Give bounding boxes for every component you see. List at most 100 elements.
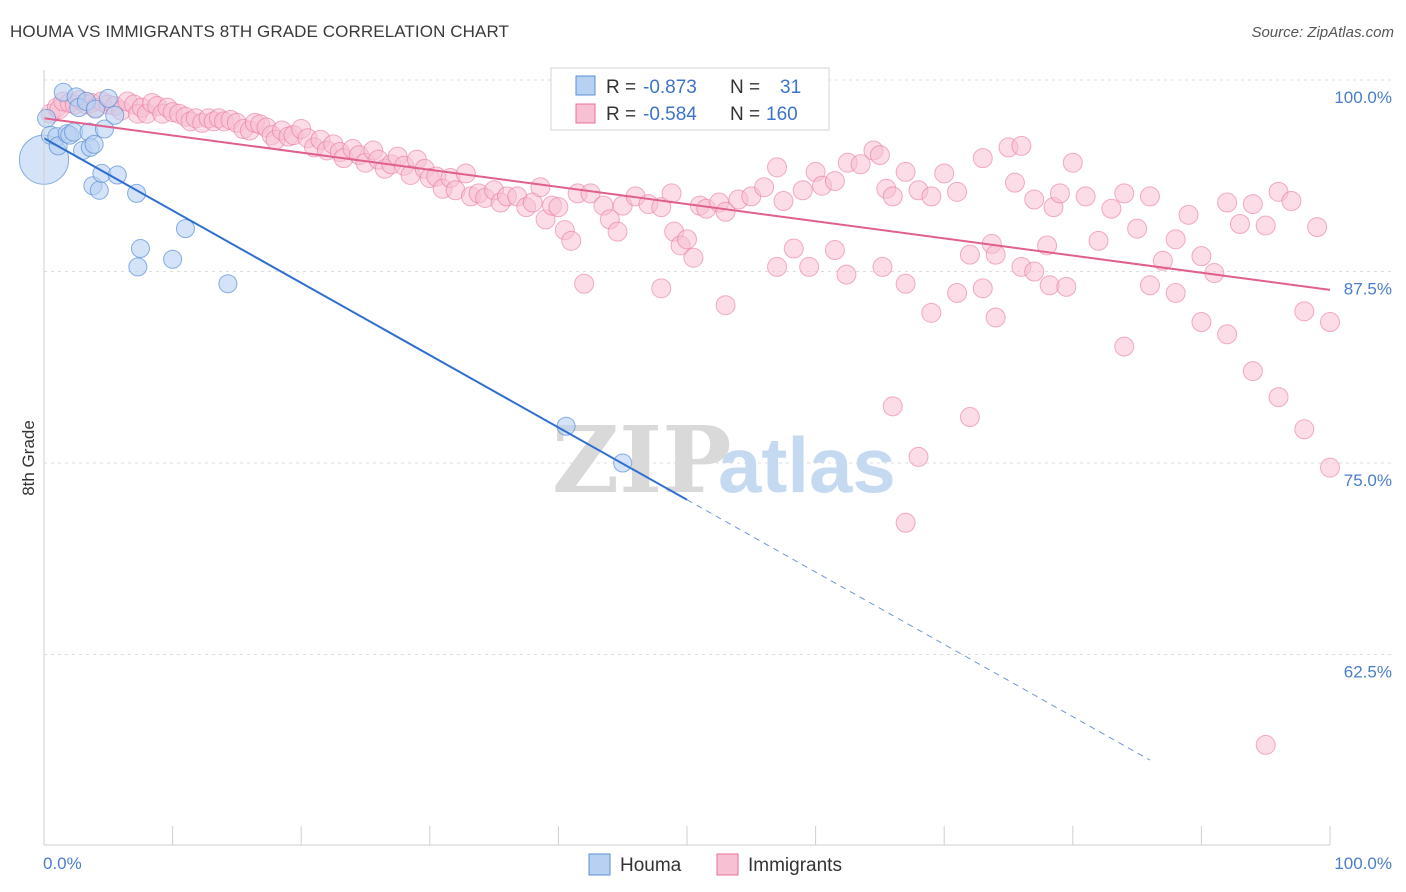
immigrants-point-109 xyxy=(783,238,804,259)
immigrants-point-162 xyxy=(824,240,845,261)
immigrants-point-103 xyxy=(715,201,736,222)
watermark-atlas: atlas xyxy=(718,421,896,509)
immigrants-point-154 xyxy=(1294,301,1315,322)
immigrants-point-172 xyxy=(1039,275,1060,296)
y-tick-labels: 100.0% 87.5% 75.0% 62.5% xyxy=(1334,88,1392,682)
immigrants-point-94 xyxy=(651,197,672,218)
immigrants-point-173 xyxy=(1056,276,1077,297)
immigrants-point-113 xyxy=(824,171,845,192)
immigrants-points xyxy=(40,89,1340,755)
houma-point-27 xyxy=(163,249,183,269)
immigrants-point-136 xyxy=(1062,152,1083,173)
immigrants-point-177 xyxy=(1191,312,1212,333)
houma-point-29 xyxy=(218,274,238,294)
watermark-zip: ZIP xyxy=(552,406,731,514)
immigrants-point-182 xyxy=(1320,457,1340,478)
immigrants-n-label: N = xyxy=(730,104,760,125)
houma-trend-line xyxy=(43,137,688,501)
immigrants-point-145 xyxy=(1178,204,1199,225)
immigrants-point-98 xyxy=(677,229,697,250)
immigrants-point-149 xyxy=(1229,214,1250,235)
houma-trend-extension xyxy=(686,499,1151,761)
immigrants-point-180 xyxy=(1268,387,1289,408)
houma-point-21 xyxy=(98,88,118,108)
x-tick-label-min: 0.0% xyxy=(43,854,82,873)
immigrants-point-156 xyxy=(1320,312,1340,333)
immigrants-point-165 xyxy=(895,273,916,294)
immigrants-point-169 xyxy=(985,307,1006,328)
immigrants-point-90 xyxy=(607,221,628,242)
x-tick-label-max: 100.0% xyxy=(1334,854,1392,873)
immigrants-point-158 xyxy=(651,278,672,299)
immigrants-point-108 xyxy=(773,191,794,212)
houma-bottom-swatch xyxy=(588,853,611,876)
immigrants-r-value: -0.584 xyxy=(643,104,697,125)
x-ticks xyxy=(43,826,1331,845)
immigrants-point-148 xyxy=(1217,192,1238,213)
houma-point-18 xyxy=(89,180,109,200)
immigrants-point-95 xyxy=(661,183,682,204)
immigrants-point-176 xyxy=(1165,282,1186,303)
houma-n-label: N = xyxy=(730,77,760,98)
houma-r-value: -0.873 xyxy=(643,77,697,98)
immigrants-point-122 xyxy=(921,186,942,207)
immigrants-bottom-label: Immigrants xyxy=(748,855,842,876)
houma-point-28 xyxy=(175,219,195,239)
immigrants-point-140 xyxy=(1114,183,1135,204)
immigrants-point-138 xyxy=(1088,230,1109,251)
immigrants-point-106 xyxy=(754,177,775,198)
houma-point-16 xyxy=(84,134,104,154)
immigrants-point-167 xyxy=(947,282,968,303)
immigrants-point-131 xyxy=(1011,135,1032,156)
immigrants-point-163 xyxy=(836,264,857,285)
immigrants-point-179 xyxy=(1242,361,1263,382)
stats-legend-box xyxy=(550,67,830,131)
chart-title: HOUMA VS IMMIGRANTS 8TH GRADE CORRELATIO… xyxy=(10,22,510,41)
houma-points xyxy=(18,82,633,473)
immigrants-point-183 xyxy=(882,396,903,417)
immigrants-point-133 xyxy=(1037,235,1058,256)
immigrants-point-80 xyxy=(530,177,551,198)
immigrants-point-128 xyxy=(985,244,1006,265)
trend-lines xyxy=(43,117,1331,761)
immigrants-point-142 xyxy=(1139,186,1160,207)
immigrants-point-99 xyxy=(683,247,704,268)
immigrants-point-146 xyxy=(1191,246,1212,267)
immigrants-point-174 xyxy=(1114,336,1135,357)
immigrants-point-166 xyxy=(921,302,942,323)
immigrants-point-161 xyxy=(799,256,820,277)
immigrants-point-107 xyxy=(767,157,788,178)
immigrants-point-155 xyxy=(1307,217,1328,238)
immigrants-bottom-swatch xyxy=(716,853,739,876)
houma-n-value: 31 xyxy=(780,77,801,98)
houma-bottom-label: Houma xyxy=(620,855,682,876)
y-axis-title: 8th Grade xyxy=(19,420,38,496)
y-tick-label-2: 75.0% xyxy=(1344,471,1392,490)
immigrants-point-115 xyxy=(850,154,871,175)
immigrants-point-126 xyxy=(972,148,993,169)
immigrants-point-157 xyxy=(574,273,595,294)
immigrants-point-130 xyxy=(1004,172,1025,193)
houma-point-26 xyxy=(130,239,150,259)
houma-point-22 xyxy=(105,105,125,125)
immigrants-point-141 xyxy=(1127,218,1148,239)
immigrants-point-184 xyxy=(908,446,929,467)
immigrants-point-186 xyxy=(895,512,916,533)
immigrants-n-value: 160 xyxy=(766,104,798,125)
immigrants-point-137 xyxy=(1075,186,1096,207)
immigrants-point-181 xyxy=(1294,419,1315,440)
houma-point-17 xyxy=(85,99,105,119)
immigrants-point-160 xyxy=(767,256,788,277)
chart-source: Source: ZipAtlas.com xyxy=(1251,24,1394,41)
y-tick-label-1: 87.5% xyxy=(1344,280,1392,299)
immigrants-point-187 xyxy=(1255,734,1276,755)
immigrants-point-120 xyxy=(895,161,916,182)
immigrants-point-151 xyxy=(1255,215,1276,236)
immigrants-point-119 xyxy=(882,186,903,207)
y-tick-label-3: 62.5% xyxy=(1344,663,1392,682)
immigrants-point-144 xyxy=(1165,229,1186,250)
series-legend: Houma Immigrants xyxy=(588,853,842,876)
immigrants-point-85 xyxy=(561,230,582,251)
immigrants-point-159 xyxy=(715,295,736,316)
immigrants-point-164 xyxy=(872,256,893,277)
